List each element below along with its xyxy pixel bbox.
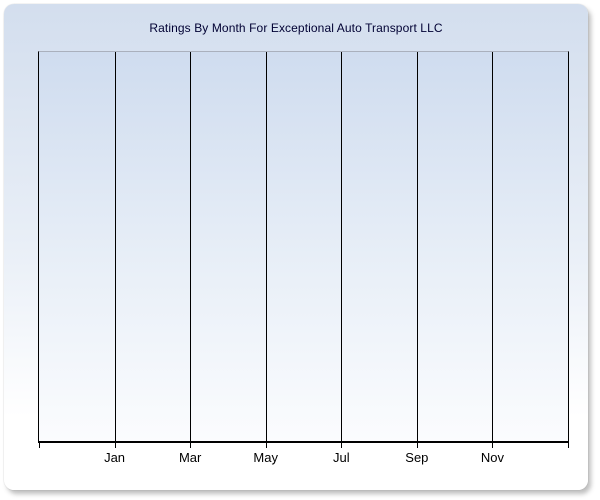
x-axis-tick [39,443,40,448]
vertical-gridline [265,52,267,441]
x-axis-tick [114,443,116,448]
x-axis-tick-label: Sep [405,450,429,465]
x-axis-tick-label: Mar [178,450,202,465]
x-axis-tick-label: Jan [104,450,126,465]
x-axis-tick [341,443,343,448]
x-axis-tick-label: May [253,450,278,465]
x-axis-tick-label: Jul [332,450,350,465]
vertical-gridline [416,52,418,441]
vertical-gridline [341,52,343,441]
vertical-gridline [114,52,116,441]
plot-area: Jan Mar May Jul Sep Nov [38,51,569,465]
x-axis-tick [416,443,418,448]
chart-panel: Ratings By Month For Exceptional Auto Tr… [4,4,588,490]
x-axis-tick-label: Nov [480,450,504,465]
vertical-gridline [190,52,192,441]
vertical-gridline [492,52,494,441]
x-axis-tick [492,443,494,448]
x-axis-tick [190,443,192,448]
x-axis-tick [568,443,569,448]
x-axis-tick [265,443,267,448]
chart-title: Ratings By Month For Exceptional Auto Tr… [149,21,443,35]
